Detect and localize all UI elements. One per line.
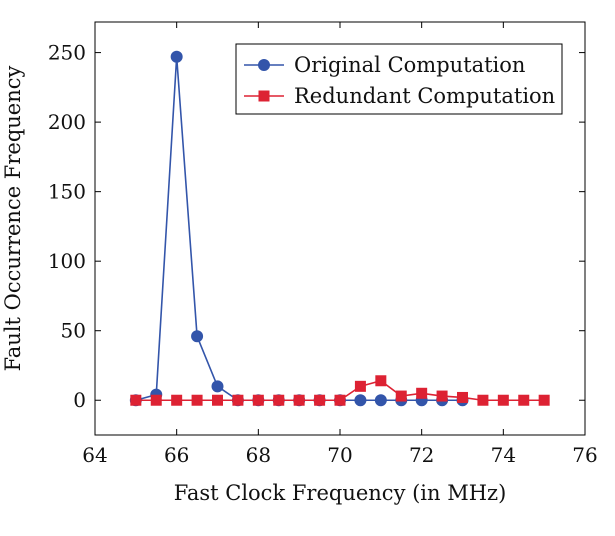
series-2: [130, 375, 550, 406]
plot-frame: [94, 21, 586, 436]
data-point-square: [436, 390, 448, 402]
data-point-circle: [211, 380, 224, 393]
data-point-square: [293, 394, 305, 406]
legend-entry: Original Computation: [244, 53, 525, 77]
x-tick-label: 70: [327, 443, 352, 467]
legend-label: Redundant Computation: [294, 84, 555, 108]
data-point-square: [416, 387, 428, 399]
data-point-circle: [374, 394, 387, 407]
x-tick-label: 72: [409, 443, 434, 467]
x-tick-label: 64: [82, 443, 107, 467]
data-point-square: [457, 391, 468, 403]
data-point-square: [232, 394, 244, 406]
y-tick-label: 50: [61, 319, 86, 343]
x-tick-label: 66: [164, 443, 189, 467]
legend-box: [235, 43, 563, 115]
data-point-circle: [354, 394, 367, 407]
data-point-square: [354, 380, 366, 392]
data-point-square: [273, 394, 285, 406]
y-axis-label: Fault Occurrence Frequency: [1, 65, 25, 371]
y-tick-label: 150: [48, 180, 86, 204]
data-point-square: [252, 394, 264, 406]
data-point-square: [375, 375, 387, 387]
x-tick-label: 74: [491, 443, 516, 467]
data-point-square: [171, 394, 183, 406]
ticks-layer: 64 66 68 70 72 74 76 0 50 100 150 200 250: [48, 22, 598, 467]
x-tick-label: 76: [572, 443, 597, 467]
legend-label: Original Computation: [294, 53, 525, 77]
legend-swatch-marker: [258, 59, 270, 71]
data-point-square: [212, 394, 223, 406]
data-point-square: [497, 394, 509, 406]
data-point-square: [130, 394, 142, 406]
data-point-circle: [170, 50, 183, 63]
y-tick-label: 200: [48, 110, 86, 134]
legend-entry: Redundant Computation: [244, 84, 555, 108]
y-tick-label: 250: [48, 41, 86, 65]
x-axis-label: Fast Clock Frequency (in MHz): [174, 481, 507, 505]
data-point-square: [150, 394, 162, 406]
y-tick-label: 100: [48, 249, 86, 273]
data-point-square: [334, 394, 346, 406]
data-point-square: [314, 394, 326, 406]
x-tick-label: 68: [246, 443, 271, 467]
data-point-square: [538, 394, 550, 406]
data-point-circle: [191, 330, 204, 343]
y-tick-label: 0: [73, 388, 86, 412]
data-point-square: [191, 394, 203, 406]
data-point-square: [477, 394, 489, 406]
series-layer: [129, 50, 550, 407]
data-point-square: [395, 390, 407, 402]
legend: Original Computation Redundant Computatio…: [235, 43, 563, 115]
legend-swatch-marker: [258, 90, 270, 102]
data-point-square: [518, 394, 530, 406]
